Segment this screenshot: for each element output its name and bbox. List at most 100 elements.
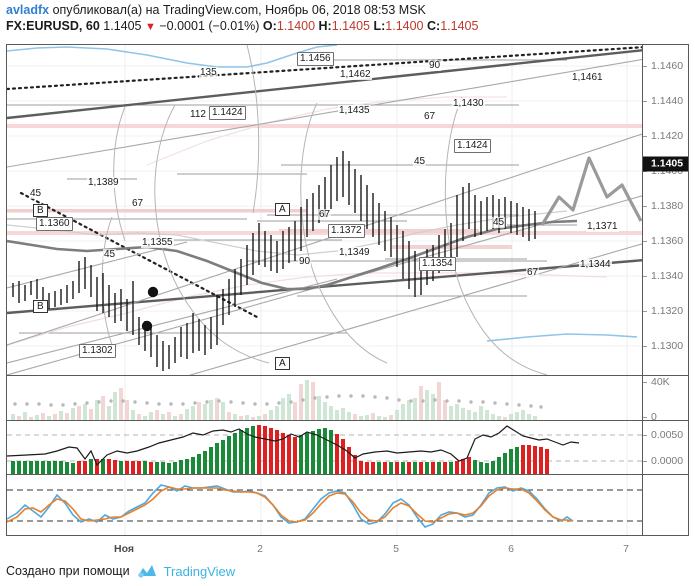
macd-signal-line [7,425,580,467]
stochastic-d-line [7,486,574,523]
stochastic-plot-area[interactable] [7,475,645,535]
pivot-dots [141,286,159,332]
price-tick-4: 1.1380 [651,200,684,212]
macd-tick-1: 0.0000 [651,455,684,467]
volume-tick-0: 40K [651,376,670,388]
pink-indicator-curve [7,272,608,346]
publish-line: avladfx опубликовал(а) на TradingView.co… [6,2,690,18]
chart-header: avladfx опубликовал(а) на TradingView.co… [6,2,690,36]
stochastic-bands [7,489,645,522]
open-value: 1.1400 [276,19,316,33]
volume-pane[interactable]: 40K 0 [6,375,689,423]
volume-plot-area[interactable] [7,376,645,421]
level-text-8: 1,1371 [586,221,619,232]
price-label-1: 1.1456 [297,52,334,66]
low-label: L: [373,19,386,33]
level-text-3: 1,1389 [87,177,120,188]
gann-arcs [101,45,548,376]
macd-axis[interactable]: 0.0050 0.0000 [642,421,688,475]
tradingview-brand[interactable]: TradingView [163,563,236,579]
price-label-3: 1.1360 [36,217,73,231]
level-text-4: 1,1355 [141,237,174,248]
angle-text-5: 45 [103,249,117,260]
publish-text: опубликовал(а) на TradingView.com, Ноябр… [52,3,426,17]
macd-tick-0: 0.0050 [651,429,684,441]
pink-indicator-curve-2 [146,96,507,166]
angle-text-11: 45 [492,217,506,228]
author-name[interactable]: avladfx [6,3,50,17]
level-text-6: 1,1461 [571,72,604,83]
price-change: −0.0001 (−0.01%) [159,19,260,33]
open-label: O: [262,19,277,33]
price-tick-5: 1.1360 [651,235,684,247]
blue-indicator-line [7,45,338,68]
price-tick-8: 1.1300 [651,340,684,352]
price-plot-area[interactable]: 1.1456 1.1424 1.1360 1.1302 1.1372 1.135… [7,45,645,376]
chart-container[interactable]: 1.1456 1.1424 1.1360 1.1302 1.1372 1.135… [6,44,689,541]
angle-text-3: 45 [29,188,43,199]
candlesticks [12,151,536,371]
volume-ma-dots [13,394,543,409]
level-text-9: 1,1344 [579,259,612,270]
symbol-label[interactable]: FX:EURUSD, 60 [6,19,100,33]
angle-text-8: 90 [428,60,442,71]
close-label: C: [426,19,441,33]
level-text-2: 1,1435 [338,105,371,116]
footer: Создано при помощи TradingView [6,560,235,582]
wave-label-a2: A [275,357,290,370]
time-axis[interactable]: Ноя 2 5 6 7 [6,541,689,561]
level-lines [7,59,577,334]
time-tick-4: 7 [623,543,629,555]
wave-label-b1: B [33,204,48,217]
blue-indicator-line-2 [486,333,638,342]
price-label-7: 1.1424 [454,139,491,153]
level-text-5: 1,1349 [338,247,371,258]
wave-label-a1: A [275,203,290,216]
time-tick-3: 6 [508,543,514,555]
angle-text-10: 45 [413,156,427,167]
angle-text-7: 67 [318,209,332,220]
wave-label-b2: B [33,300,48,313]
macd-pane[interactable]: 0.0050 0.0000 [6,420,689,475]
footer-caption: Создано при помощи [6,564,130,578]
macd-plot-area[interactable] [7,421,645,475]
price-axis[interactable]: 1.1460 1.1440 1.1420 1.1400 1.1405 1.138… [642,45,688,376]
volume-bars [11,380,537,420]
stochastic-axis[interactable] [642,475,688,535]
level-text-7: 1,1430 [452,98,485,109]
time-tick-2: 5 [393,543,399,555]
price-label-6: 1.1354 [419,257,456,271]
down-arrow-icon: ▼ [144,21,156,33]
angle-text-4: 67 [131,198,145,209]
angle-text-6: 90 [298,256,312,267]
macd-chart-svg [7,421,645,475]
angle-text-1: 135 [199,67,218,78]
time-tick-1: 2 [257,543,263,555]
stochastic-k-line [7,484,574,528]
stochastic-chart-svg [7,475,645,535]
low-value: 1.1400 [385,19,424,33]
high-label: H: [318,19,332,33]
price-label-2: 1.1424 [209,106,246,120]
volume-chart-svg [11,376,628,421]
tradingview-logo-icon [137,564,157,579]
level-text-1: 1,1462 [339,69,372,80]
stochastic-pane[interactable] [6,474,689,536]
price-pane[interactable]: 1.1456 1.1424 1.1360 1.1302 1.1372 1.135… [6,44,689,376]
price-tick-6: 1.1340 [651,270,684,282]
quote-line: FX:EURUSD, 60 1.1405 ▼ −0.0001 (−0.01%) … [6,18,690,36]
forecast-zigzag [540,156,643,226]
price-label-4: 1.1302 [79,344,116,358]
volume-tick-1: 0 [651,411,657,423]
angle-text-9: 67 [423,111,437,122]
current-price-badge: 1.1405 [643,156,688,172]
moving-average-line [7,219,578,291]
price-label-5: 1.1372 [328,224,365,238]
price-tick-2: 1.1420 [651,130,684,142]
high-value: 1.1405 [331,19,370,33]
macd-histogram [11,425,549,475]
volume-axis[interactable]: 40K 0 [642,376,688,423]
price-tick-7: 1.1320 [651,305,684,317]
angle-text-12: 67 [526,267,540,278]
close-value: 1.1405 [440,19,479,33]
